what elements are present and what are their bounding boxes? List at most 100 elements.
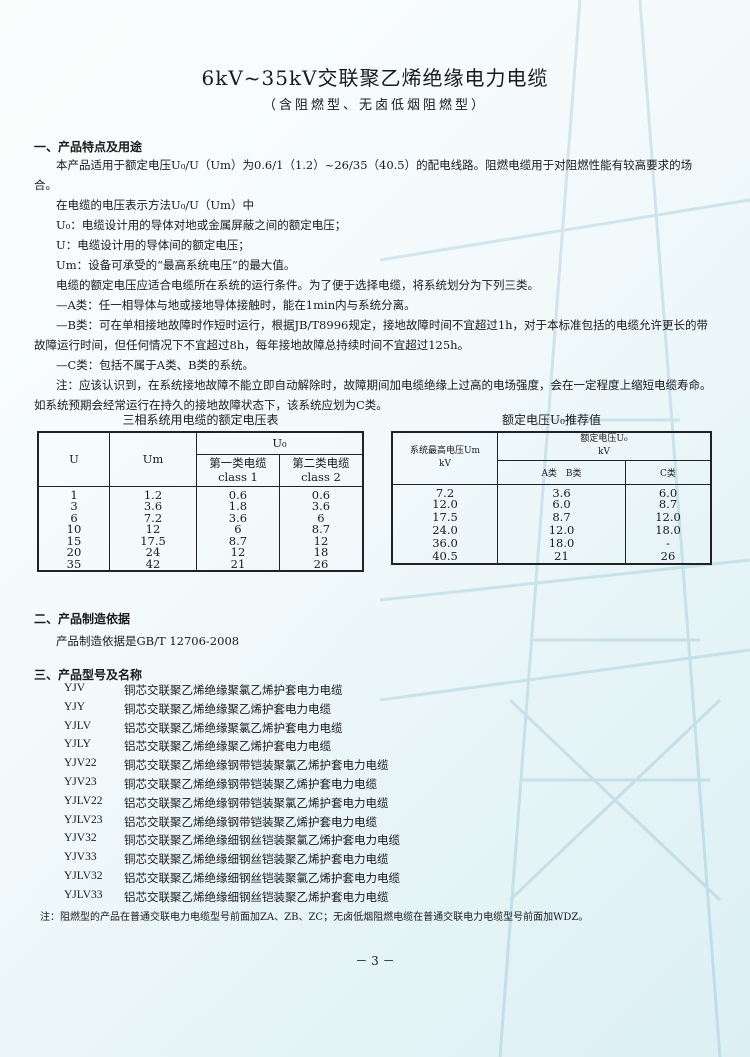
table-cell: 18 — [278, 546, 364, 559]
table2-caption: 额定电压U₀推荐值 — [502, 413, 601, 427]
page-title: 6kV~35kV交联聚乙烯绝缘电力电缆 — [201, 66, 549, 90]
table-row: 35 42 21 26 — [37, 558, 364, 571]
section-heading: 二、产品制造依据 — [34, 612, 131, 626]
section-standard: 二、产品制造依据 产品制造依据是GB/T 12706-2008 — [34, 610, 239, 651]
header-u: U — [37, 431, 110, 487]
table-cell: 26 — [625, 550, 712, 564]
table1-caption: 三相系统用电缆的额定电压表 — [122, 413, 279, 427]
table-cell: 12.0 — [625, 511, 712, 525]
table-cell: 12 — [278, 535, 364, 547]
header-u0: 额定电压U₀ kV — [497, 431, 712, 461]
table-cell: 21 — [497, 550, 626, 564]
model-code: YJLY — [64, 738, 91, 751]
table-cell: 35 — [37, 558, 110, 571]
model-name: 铜芯交联聚乙烯绝缘聚乙烯护套电力电缆 — [124, 701, 331, 716]
table-row: 36.0 18.0- — [391, 537, 712, 551]
paragraph: —B类：可在单相接地故障时作短时运行，根据JB/T8996规定，接地故障时间不宜… — [34, 318, 709, 352]
model-list: YJV 铜芯交联聚乙烯绝缘聚氯乙烯护套电力电缆 YJY 铜芯交联聚乙烯绝缘聚乙烯护套电… — [64, 682, 400, 908]
page-subtitle: （含阻燃型、无卤低烟阻燃型） — [262, 98, 487, 113]
model-code: YJLV22 — [64, 794, 103, 807]
class1-label: 第一类电缆 — [209, 456, 267, 470]
model-code: YJY — [64, 700, 86, 713]
list-item: YJV 铜芯交联聚乙烯绝缘聚氯乙烯护套电力电缆 — [64, 682, 400, 701]
list-item: YJV33 铜芯交联聚乙烯绝缘细钢丝铠装聚乙烯护套电力电缆 — [64, 851, 400, 870]
page-number: － 3 － — [355, 954, 395, 968]
paragraph: U₀：电缆设计用的导体对地或金属屏蔽之间的额定电压； — [56, 218, 347, 232]
table-row: 12.0 6.0 8.7 — [391, 498, 712, 512]
header-ab: A类 B类 — [497, 459, 626, 485]
table-cell: 18.0 — [497, 537, 626, 551]
paragraph: 注：应该认识到，在系统接地故障不能立即自动解除时，故障期间加电缆绝缘上过高的电场… — [34, 378, 712, 412]
header-um: 系统最高电压Um kV — [391, 431, 498, 485]
section-heading: 一、产品特点及用途 — [34, 140, 143, 154]
model-name: 铝芯交联聚乙烯绝缘细钢丝铠装聚乙烯护套电力电缆 — [124, 889, 389, 904]
class2-en-label: class 2 — [301, 470, 341, 484]
model-name: 铝芯交联聚乙烯绝缘细钢丝铠装聚氯乙烯护套电力电缆 — [124, 870, 400, 885]
class2-label: 第二类电缆 — [292, 456, 350, 470]
table-cell: 8.7 — [625, 498, 712, 512]
header-u0: U₀ — [196, 431, 364, 455]
list-item: YJLV22 铝芯交联聚乙烯绝缘钢带铠装聚氯乙烯护套电力电缆 — [64, 795, 400, 814]
model-name: 铝芯交联聚乙烯绝缘钢带铠装聚乙烯护套电力电缆 — [124, 814, 377, 829]
paragraph: 电缆的额定电压应适合电缆所在系统的运行条件。为了便于选择电缆，将系统划分为下列三… — [56, 278, 539, 292]
model-name: 铜芯交联聚乙烯绝缘细钢丝铠装聚氯乙烯护套电力电缆 — [124, 833, 400, 848]
table-cell: 42 — [109, 558, 197, 571]
list-item: YJLV 铝芯交联聚乙烯绝缘聚氯乙烯护套电力电缆 — [64, 720, 400, 739]
list-item: YJY 铜芯交联聚乙烯绝缘聚乙烯护套电力电缆 — [64, 701, 400, 720]
table-row: 40.5 21 26 — [391, 550, 712, 564]
model-code: YJV22 — [64, 757, 97, 770]
header-class2: 第二类电缆 class 2 — [278, 453, 364, 487]
list-item: YJV32 铜芯交联聚乙烯绝缘细钢丝铠装聚氯乙烯护套电力电缆 — [64, 832, 400, 851]
paragraph: —C类：包括不属于A类、B类的系统。 — [56, 358, 255, 372]
paragraph: Um：设备可承受的“最高系统电压”的最大值。 — [56, 258, 296, 272]
paragraph: U：电缆设计用的导体间的额定电压； — [56, 238, 250, 252]
paragraph: 本产品适用于额定电压U₀/U（Um）为0.6/1（1.2）~26/35（40.5… — [34, 158, 693, 192]
model-name: 铜芯交联聚乙烯绝缘细钢丝铠装聚乙烯护套电力电缆 — [124, 852, 389, 867]
um-label: 系统最高电压Um — [409, 446, 481, 457]
table-cell: 3.6 — [278, 500, 364, 513]
rated-voltage-table: U Um U₀ 第一类电缆 class 1 第二类电缆 class 2 1 1.2 0.… — [37, 431, 364, 572]
paragraph: 在电缆的电压表示方法U₀/U（Um）中 — [56, 198, 254, 212]
table-cell: 21 — [196, 558, 280, 571]
table-cell: - — [625, 537, 712, 551]
table-cell: 1.2 — [109, 486, 197, 501]
section-features: 一、产品特点及用途 本产品适用于额定电压U₀/U（Um）为0.6/1（1.2）~… — [34, 138, 714, 415]
table-row: 17.5 8.7 12.0 — [391, 511, 712, 525]
table-row: 10 12 6 8.7 — [37, 523, 364, 536]
u0-unit: kV — [598, 447, 610, 458]
table-cell: 0.6 — [196, 486, 280, 501]
table-cell: 12 — [196, 546, 280, 559]
model-code: YJV23 — [64, 775, 97, 788]
class1-en-label: class 1 — [218, 470, 258, 484]
table-cell: 6.0 — [497, 498, 626, 512]
model-name: 铝芯交联聚乙烯绝缘钢带铠装聚氯乙烯护套电力电缆 — [124, 795, 389, 810]
table-cell: 40.5 — [391, 550, 498, 564]
header-c: C类 — [625, 459, 712, 485]
list-item: YJLV33 铝芯交联聚乙烯绝缘细钢丝铠装聚乙烯护套电力电缆 — [64, 889, 400, 908]
table-cell: 8.7 — [278, 523, 364, 536]
table-cell: 12.0 — [497, 524, 626, 538]
list-item: YJLY 铝芯交联聚乙烯绝缘聚乙烯护套电力电缆 — [64, 738, 400, 757]
table-cell: 6.0 — [625, 484, 712, 499]
table-cell: 6 — [278, 512, 364, 524]
table-cell: 8.7 — [196, 535, 280, 547]
table-row: 6 7.2 3.6 6 — [37, 512, 364, 524]
table-cell: 24 — [109, 546, 197, 559]
table-cell: 6 — [196, 523, 280, 536]
standard-text: 产品制造依据是GB/T 12706-2008 — [56, 634, 240, 648]
table-cell: 3.6 — [109, 500, 197, 513]
table-cell: 3.6 — [497, 484, 626, 499]
table-row: 1 1.2 0.6 0.6 — [37, 486, 364, 501]
table-cell: 17.5 — [109, 535, 197, 547]
paragraph: —A类：任一相导体与地或接地导体接触时，能在1min内与系统分离。 — [56, 298, 416, 312]
table-cell: 26 — [278, 558, 364, 571]
um-unit: kV — [439, 459, 451, 470]
table-cell: 12 — [109, 523, 197, 536]
model-code: YJLV23 — [64, 813, 103, 826]
table-row: 7.2 3.6 6.0 — [391, 484, 712, 499]
table-cell: 7.2 — [109, 512, 197, 524]
table-cell: 8.7 — [497, 511, 626, 525]
model-name: 铜芯交联聚乙烯绝缘聚氯乙烯护套电力电缆 — [124, 683, 343, 697]
list-item: YJV23 铜芯交联聚乙烯绝缘钢带铠装聚乙烯护套电力电缆 — [64, 776, 400, 795]
table-cell: 1.8 — [196, 500, 280, 513]
